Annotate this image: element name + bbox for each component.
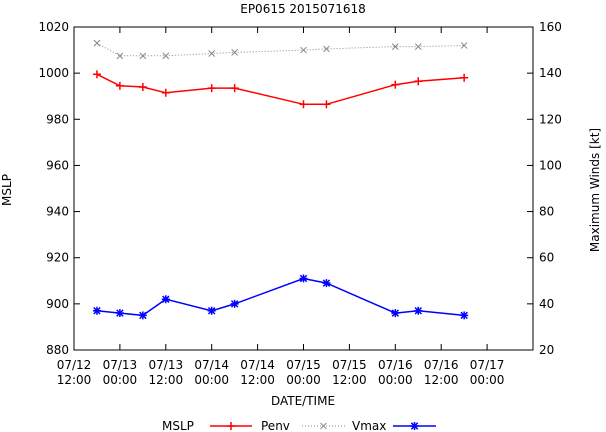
legend-label: Vmax <box>352 419 386 432</box>
series-point-mslp <box>92 306 101 315</box>
series-point-penv <box>138 82 147 91</box>
series-point-mslp <box>322 279 331 288</box>
series-point-penv <box>299 100 308 109</box>
x-tick-time: 00:00 <box>103 373 138 387</box>
y2-tick-label: 80 <box>539 205 554 219</box>
x-tick-time: 12:00 <box>332 373 367 387</box>
y2-tick-label: 20 <box>539 343 554 357</box>
x-tick-date: 07/14 <box>240 358 275 372</box>
series-point-vmax <box>162 52 170 60</box>
series-point-mslp <box>161 295 170 304</box>
series-point-mslp <box>115 309 124 318</box>
x-tick-time: 12:00 <box>240 373 275 387</box>
series-point-vmax <box>414 43 422 50</box>
y-tick-label: 1000 <box>38 66 69 80</box>
y2-tick-label: 60 <box>539 251 554 265</box>
series-point-penv <box>161 88 170 97</box>
x-tick-time: 12:00 <box>57 373 92 387</box>
legend-marker <box>410 422 419 430</box>
x-tick-date: 07/16 <box>424 358 459 372</box>
series-point-mslp <box>414 306 423 315</box>
legend-entry: Penv <box>261 419 345 432</box>
x-tick-time: 00:00 <box>286 373 321 387</box>
series-vmax <box>93 39 468 60</box>
series-point-vmax <box>391 43 399 50</box>
series-point-vmax <box>93 39 101 47</box>
series-point-mslp <box>138 311 147 320</box>
legend: MSLP Penv Vmax <box>162 419 436 432</box>
series-point-mslp <box>299 274 308 283</box>
x-tick-date: 07/14 <box>194 358 229 372</box>
series-point-penv <box>230 84 239 93</box>
series-point-penv <box>391 80 400 89</box>
series-layer <box>92 39 469 320</box>
x-tick-time: 00:00 <box>194 373 229 387</box>
y2-axis-ticks: 20 40 60 80 100 120 140 160 <box>527 20 562 357</box>
series-line-vmax <box>96 42 465 57</box>
series-point-mslp <box>391 309 400 318</box>
y2-tick-label: 120 <box>539 112 562 126</box>
x-tick-time: 00:00 <box>378 373 413 387</box>
series-point-penv <box>460 73 469 82</box>
x-tick-time: 12:00 <box>424 373 459 387</box>
x-tick-date: 07/17 <box>470 358 505 372</box>
y-tick-label: 920 <box>46 251 69 265</box>
x-tick-date: 07/12 <box>57 358 92 372</box>
legend-label: MSLP <box>162 419 194 432</box>
series-point-vmax <box>231 49 239 56</box>
series-point-penv <box>414 77 423 86</box>
x-tick-date: 07/13 <box>149 358 184 372</box>
y-tick-label: 1020 <box>38 20 69 34</box>
x-tick-date: 07/16 <box>378 358 413 372</box>
series-point-vmax <box>460 42 468 49</box>
y-axis-title: MSLP <box>0 174 14 206</box>
series-point-vmax <box>300 46 307 54</box>
series-point-mslp <box>207 306 216 315</box>
legend-marker <box>227 422 235 430</box>
series-point-penv <box>92 70 101 79</box>
y2-tick-label: 100 <box>539 158 562 172</box>
series-line-mslp <box>96 277 465 317</box>
series-point-penv <box>207 84 216 93</box>
y-tick-label: 960 <box>46 158 69 172</box>
y2-tick-label: 160 <box>539 20 562 34</box>
y2-tick-label: 40 <box>539 297 554 311</box>
series-point-mslp <box>460 311 469 320</box>
series-point-vmax <box>323 45 330 53</box>
x-tick-date: 07/13 <box>103 358 138 372</box>
series-point-vmax <box>116 52 124 60</box>
x-tick-date: 07/15 <box>332 358 367 372</box>
series-point-vmax <box>139 52 147 60</box>
legend-entry: Vmax <box>352 419 436 432</box>
series-penv <box>92 70 469 109</box>
y-tick-label: 940 <box>46 205 69 219</box>
x-axis-ticks: 07/1212:0007/1300:0007/1312:0007/1400:00… <box>57 27 505 387</box>
series-point-vmax <box>208 50 216 57</box>
x-tick-time: 12:00 <box>149 373 184 387</box>
x-axis-title: DATE/TIME <box>271 394 335 408</box>
y2-tick-label: 140 <box>539 66 562 80</box>
series-point-mslp <box>230 299 239 308</box>
series-line-penv <box>96 73 465 106</box>
y-axis-ticks: 880 900 920 940 960 980 1000 1020 <box>38 20 80 357</box>
chart-title: EP0615 2015071618 <box>240 2 366 16</box>
y-tick-label: 980 <box>46 112 69 126</box>
x-tick-date: 07/15 <box>286 358 321 372</box>
y2-axis-title: Maximum Winds [kt] <box>588 128 602 252</box>
legend-label: Penv <box>261 419 290 432</box>
y-tick-label: 900 <box>46 297 69 311</box>
legend-marker <box>320 422 327 430</box>
y-tick-label: 880 <box>46 343 69 357</box>
series-point-penv <box>322 100 331 109</box>
series-point-penv <box>115 81 124 90</box>
x-tick-time: 00:00 <box>470 373 505 387</box>
series-mslp <box>92 274 469 320</box>
legend-entry: MSLP <box>162 419 252 432</box>
